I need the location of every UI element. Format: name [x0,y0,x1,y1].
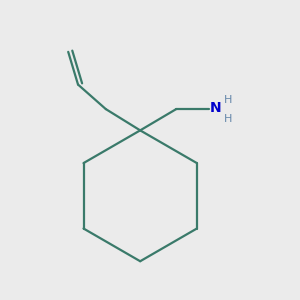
Text: H: H [224,95,233,105]
Text: N: N [210,101,221,116]
Text: H: H [224,114,233,124]
